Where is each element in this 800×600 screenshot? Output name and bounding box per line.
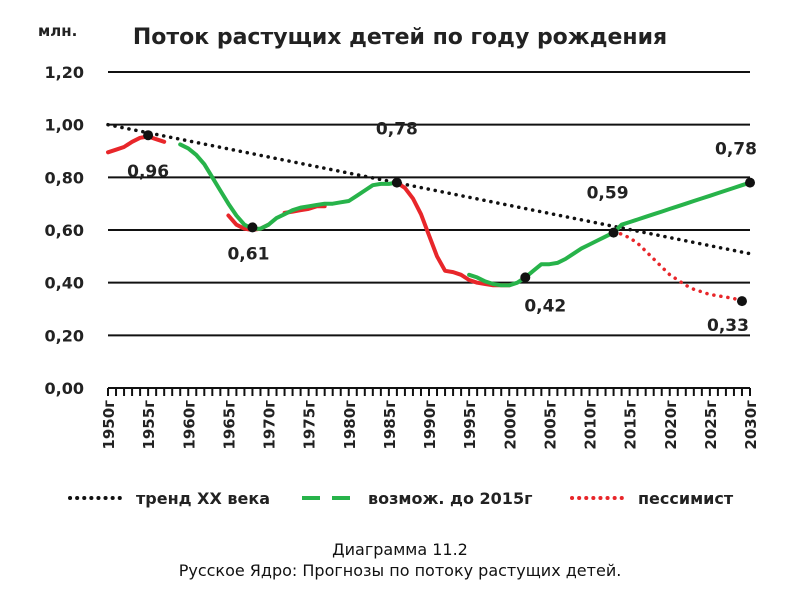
- x-tick-label: 1990г: [421, 400, 439, 450]
- x-tick-label: 1985г: [381, 400, 399, 450]
- data-point-marker: [736, 296, 747, 307]
- y-tick-label: 0,80: [45, 168, 84, 187]
- legend-label: тренд XX века: [136, 489, 270, 508]
- x-tick-label: 2015г: [622, 400, 640, 450]
- data-point-marker: [608, 227, 619, 238]
- x-tick-label: 2020г: [662, 400, 680, 450]
- data-point-marker: [143, 130, 154, 141]
- data-label: 0,78: [376, 120, 418, 140]
- y-tick-label: 1,20: [45, 63, 84, 82]
- y-tick-label: 1,00: [45, 116, 84, 135]
- x-tick-label: 1965г: [220, 400, 238, 450]
- x-tick-label: 1980г: [341, 400, 359, 450]
- x-tick-label: 1960г: [180, 400, 198, 450]
- series-pessimist-line: [611, 230, 744, 303]
- legend-label: пессимист: [638, 489, 734, 508]
- x-tick-label: 1950г: [100, 400, 118, 450]
- x-tick-label: 1975г: [301, 400, 319, 450]
- data-label: 0,33: [707, 316, 749, 336]
- data-label: 0,96: [127, 162, 169, 182]
- data-point-marker: [520, 272, 531, 283]
- data-label: 0,78: [715, 140, 757, 160]
- series-red-segment-0: [106, 134, 167, 155]
- figure-caption-number: Диаграмма 11.2: [332, 540, 468, 559]
- y-tick-label: 0,60: [45, 221, 84, 240]
- x-tick-label: 2010г: [582, 400, 600, 450]
- y-tick-label: 0,40: [45, 274, 84, 293]
- x-tick-label: 1995г: [461, 400, 479, 450]
- data-label: 0,61: [227, 244, 269, 264]
- data-point-marker: [247, 222, 258, 233]
- unit-label: млн.: [38, 22, 77, 40]
- legend-label: возмож. до 2015г: [368, 489, 532, 508]
- y-tick-label: 0,00: [45, 379, 84, 398]
- x-tick-label: 1955г: [140, 400, 158, 450]
- data-point-marker: [391, 177, 402, 188]
- x-tick-label: 2025г: [702, 400, 720, 450]
- series-trend-line: [106, 122, 752, 256]
- chart: Поток растущих детей по году рождения мл…: [38, 22, 760, 508]
- data-point-marker: [745, 177, 755, 188]
- x-tick-label: 2030г: [742, 400, 760, 450]
- y-tick-label: 0,20: [45, 326, 84, 345]
- figure-caption-text: Русское Ядро: Прогнозы по потоку растущи…: [178, 561, 622, 580]
- x-tick-label: 1970г: [261, 400, 279, 450]
- x-tick-label: 2005г: [541, 400, 559, 450]
- legend: тренд XX века возмож. до 2015г пессимист: [68, 489, 734, 508]
- series-possible-segment-2: [178, 142, 399, 231]
- chart-title: Поток растущих детей по году рождения: [133, 25, 667, 50]
- data-label: 0,59: [587, 184, 629, 204]
- x-tick-label: 2000г: [501, 400, 519, 450]
- data-label: 0,42: [524, 296, 566, 316]
- series-red-segment-3: [394, 180, 512, 288]
